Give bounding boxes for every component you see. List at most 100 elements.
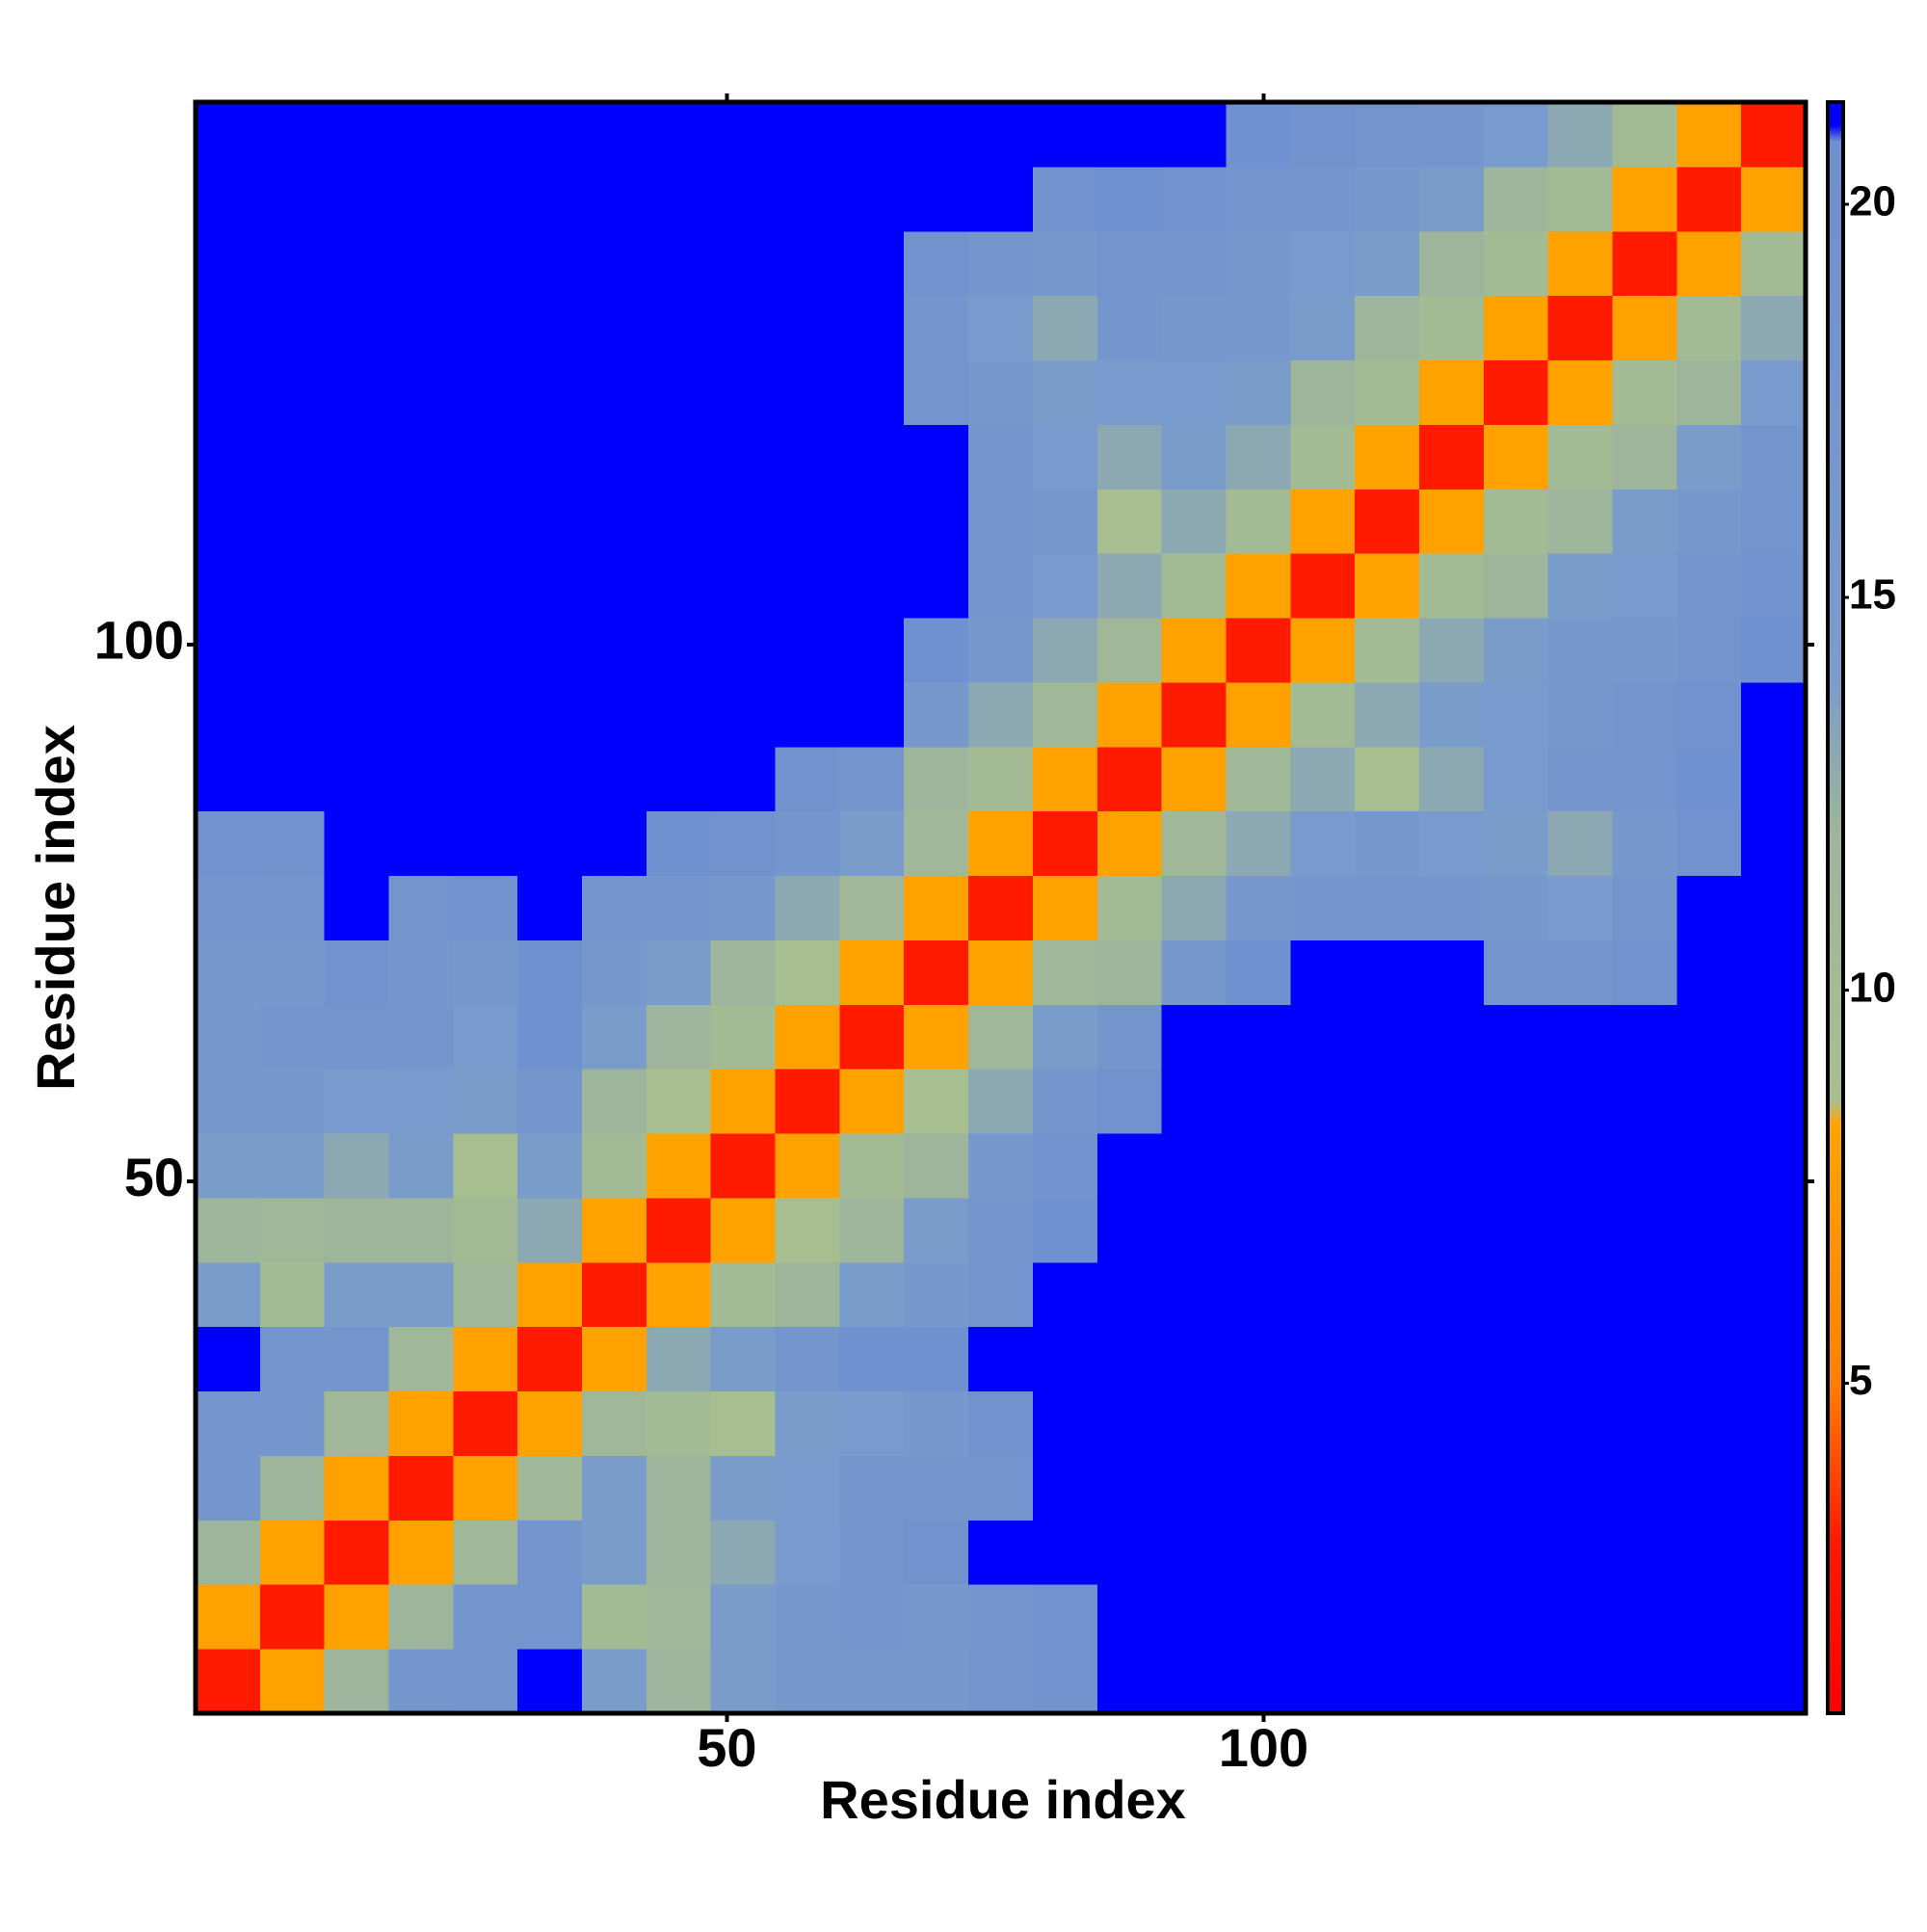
cell bbox=[1741, 618, 1807, 683]
cell bbox=[324, 810, 390, 877]
cell bbox=[453, 1649, 518, 1714]
cell bbox=[582, 1261, 647, 1328]
cell bbox=[1741, 1069, 1807, 1134]
cell bbox=[453, 1261, 518, 1328]
cell bbox=[1483, 1261, 1549, 1328]
cell bbox=[259, 618, 326, 683]
cell bbox=[1483, 1133, 1549, 1199]
cell bbox=[1547, 1197, 1613, 1263]
cell bbox=[1741, 230, 1807, 297]
cell bbox=[582, 940, 647, 1005]
cell bbox=[1290, 359, 1356, 425]
cell bbox=[1547, 1584, 1613, 1650]
cell bbox=[196, 1197, 261, 1263]
cell bbox=[1612, 553, 1677, 619]
cell bbox=[775, 1649, 840, 1714]
cell bbox=[196, 875, 261, 940]
cell bbox=[1741, 1390, 1807, 1456]
cell bbox=[1547, 1069, 1613, 1134]
cell bbox=[839, 1455, 905, 1521]
cell bbox=[1547, 553, 1613, 619]
cell bbox=[1290, 1649, 1356, 1714]
cell bbox=[1676, 1390, 1742, 1456]
cell bbox=[259, 1520, 326, 1585]
cell bbox=[1032, 810, 1098, 877]
cell bbox=[1355, 1455, 1420, 1521]
cell bbox=[1226, 1455, 1291, 1521]
cell bbox=[1032, 1390, 1098, 1456]
cell bbox=[1032, 359, 1098, 425]
cell bbox=[839, 553, 905, 619]
cell bbox=[1032, 1584, 1098, 1650]
cell bbox=[1226, 1520, 1291, 1585]
cell bbox=[1096, 618, 1163, 683]
cell bbox=[1161, 940, 1227, 1005]
cell bbox=[1741, 553, 1807, 619]
cell bbox=[1032, 1649, 1098, 1714]
cell bbox=[1355, 746, 1420, 812]
cell bbox=[1355, 1133, 1420, 1199]
cell bbox=[775, 166, 840, 232]
cell bbox=[388, 553, 454, 619]
cell bbox=[775, 940, 840, 1005]
cell bbox=[710, 1261, 777, 1328]
cell bbox=[1355, 875, 1420, 940]
cell bbox=[1612, 1649, 1677, 1714]
cell bbox=[1290, 1069, 1356, 1134]
cell bbox=[1226, 359, 1291, 425]
cell bbox=[1096, 1069, 1163, 1134]
cell bbox=[775, 875, 840, 940]
cell bbox=[839, 359, 905, 425]
cell bbox=[388, 1069, 454, 1134]
cell bbox=[1226, 940, 1291, 1005]
cell bbox=[582, 1069, 647, 1134]
cell bbox=[839, 295, 905, 361]
cell bbox=[582, 1390, 647, 1456]
cell bbox=[775, 1261, 840, 1328]
cell bbox=[1355, 1649, 1420, 1714]
cell bbox=[710, 1520, 777, 1585]
cell bbox=[1226, 102, 1291, 168]
cell bbox=[1612, 1197, 1677, 1263]
cell bbox=[259, 681, 326, 748]
cell bbox=[1418, 681, 1485, 748]
cell bbox=[388, 681, 454, 748]
cell bbox=[1096, 1390, 1163, 1456]
cell bbox=[517, 230, 583, 297]
cell bbox=[453, 746, 518, 812]
cell bbox=[839, 489, 905, 554]
cell bbox=[1355, 359, 1420, 425]
cell bbox=[1547, 102, 1613, 168]
cell bbox=[968, 1197, 1034, 1263]
cell bbox=[710, 102, 777, 168]
cell bbox=[1612, 1520, 1677, 1585]
cell bbox=[259, 166, 326, 232]
cell bbox=[324, 1261, 390, 1328]
cell bbox=[646, 1069, 712, 1134]
cell bbox=[1096, 1197, 1163, 1263]
cell bbox=[1096, 230, 1163, 297]
cell bbox=[1547, 1326, 1613, 1392]
cell bbox=[1418, 1261, 1485, 1328]
cell bbox=[324, 746, 390, 812]
cell bbox=[710, 1133, 777, 1199]
cell bbox=[1418, 746, 1485, 812]
colorbar-tick-label: 10 bbox=[1849, 964, 1896, 1011]
cell bbox=[1226, 424, 1291, 490]
cell bbox=[1226, 1133, 1291, 1199]
cell bbox=[646, 1133, 712, 1199]
colorbar-tick-label: 15 bbox=[1849, 570, 1896, 618]
cell bbox=[259, 1133, 326, 1199]
cell bbox=[1161, 553, 1227, 619]
cell bbox=[839, 875, 905, 940]
cell bbox=[517, 1069, 583, 1134]
cell bbox=[259, 1261, 326, 1328]
cell bbox=[259, 1197, 326, 1263]
cell bbox=[904, 359, 969, 425]
cell bbox=[582, 681, 647, 748]
cell bbox=[1161, 166, 1227, 232]
cell bbox=[1418, 553, 1485, 619]
cell bbox=[388, 810, 454, 877]
cell bbox=[1290, 295, 1356, 361]
